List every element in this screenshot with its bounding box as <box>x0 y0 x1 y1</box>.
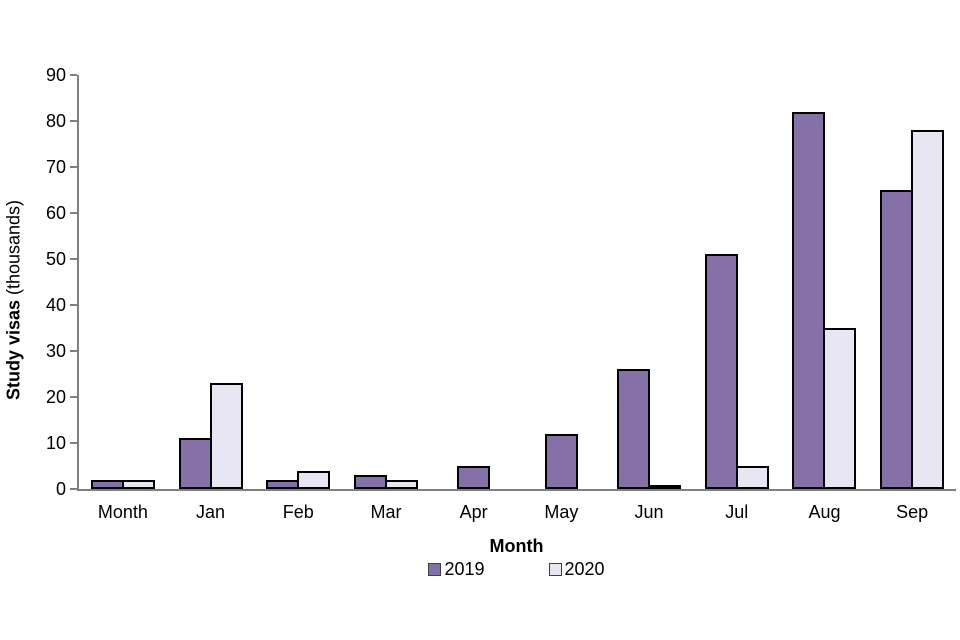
y-tick-label: 70 <box>45 157 66 177</box>
y-tick-mark <box>70 396 77 398</box>
x-tick-label-aug: Aug <box>808 502 841 522</box>
bar-group-aug <box>781 75 869 489</box>
x-axis-labels: Month Jan Feb Mar Apr May Jun Jul Aug Sep <box>79 502 956 523</box>
y-tick-label: 50 <box>45 249 66 269</box>
bar-2020-sep <box>911 130 945 489</box>
legend-item-2019: 2019 <box>428 559 485 580</box>
bar-2020-jan <box>209 383 243 489</box>
bar-2020-mar <box>384 480 418 489</box>
bar-2019-jun <box>617 369 651 489</box>
legend-swatch-2019 <box>428 563 442 576</box>
bar-2019-apr <box>457 466 491 489</box>
y-tick-label: 60 <box>45 203 66 223</box>
bar-2019-jan <box>178 438 212 489</box>
bar-2019-jul <box>704 254 738 489</box>
bar-group-jan <box>167 75 255 489</box>
plot-area <box>79 75 956 489</box>
x-tick-label-jul: Jul <box>725 502 749 522</box>
bar-2019-aug <box>792 112 826 489</box>
bar-2019-may <box>544 434 578 489</box>
y-axis-line <box>77 75 79 491</box>
y-tick-label: 30 <box>45 341 66 361</box>
bar-2020-aug <box>823 328 857 489</box>
x-tick-label-mar: Mar <box>370 502 402 522</box>
bar-2020-feb <box>297 471 331 489</box>
bar-group-apr <box>430 75 518 489</box>
y-axis-title-units: (thousands) <box>3 199 24 301</box>
bar-2019-sep <box>880 190 914 489</box>
y-tick-label: 80 <box>45 111 66 131</box>
bar-group-month <box>79 75 167 489</box>
bar-group-jun <box>605 75 693 489</box>
y-tick-mark <box>70 74 77 76</box>
x-axis-line <box>77 489 956 491</box>
bar-group-sep <box>868 75 956 489</box>
y-tick-mark <box>70 304 77 306</box>
bar-group-jul <box>693 75 781 489</box>
bar-2020-jul <box>735 466 769 489</box>
bar-2019-mar <box>353 475 387 489</box>
x-tick-label-feb: Feb <box>282 502 314 522</box>
y-tick-mark <box>70 212 77 214</box>
y-tick-label: 40 <box>45 295 66 315</box>
legend-label-2020: 2020 <box>564 559 605 579</box>
y-tick-label: 90 <box>45 65 66 85</box>
x-axis-title: Month <box>489 536 544 556</box>
bar-2019-feb <box>266 480 300 489</box>
y-axis-title-bold: Study visas <box>3 300 24 401</box>
x-tick-label-apr: Apr <box>459 502 488 522</box>
x-tick-label-jun: Jun <box>634 502 664 522</box>
bar-2020-month <box>121 480 155 489</box>
x-tick-label-jan: Jan <box>196 502 226 522</box>
bar-2019-month <box>90 480 124 489</box>
bar-group-feb <box>254 75 342 489</box>
y-tick-mark <box>70 488 77 490</box>
legend: 2019 2020 <box>77 559 956 580</box>
x-tick-label-may: May <box>544 502 579 522</box>
legend-item-2020: 2020 <box>548 559 605 580</box>
y-tick-mark <box>70 350 77 352</box>
bar-group-may <box>518 75 606 489</box>
legend-swatch-2020 <box>548 563 562 576</box>
y-tick-mark <box>70 442 77 444</box>
x-tick-label-sep: Sep <box>896 502 929 522</box>
y-tick-label: 20 <box>45 387 66 407</box>
y-tick-mark <box>70 258 77 260</box>
y-tick-label: 10 <box>45 433 66 453</box>
legend-label-2019: 2019 <box>444 559 485 579</box>
x-tick-label-month: Month <box>97 502 148 522</box>
y-tick-label: 0 <box>55 479 66 499</box>
y-tick-mark <box>70 166 77 168</box>
bar-group-mar <box>342 75 430 489</box>
bar-2020-jun <box>648 485 682 489</box>
y-tick-mark <box>70 120 77 122</box>
